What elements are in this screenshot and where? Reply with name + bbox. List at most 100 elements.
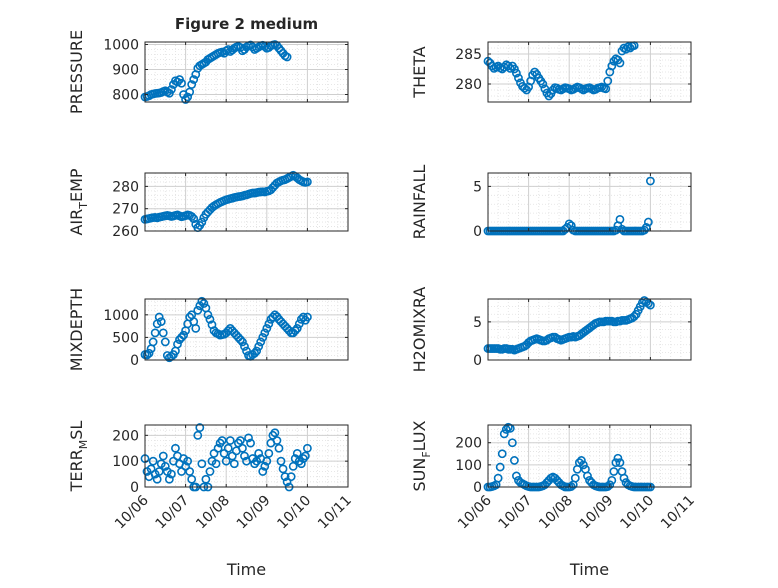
subplot-pressure: 800 900 1000 PRESSURE Figure 2 medium [67, 15, 349, 114]
data-point [302, 312, 312, 322]
axes-box [487, 172, 692, 232]
data-point [177, 78, 186, 88]
data-point [264, 449, 274, 458]
y-tick-label: 1000 [103, 38, 139, 54]
data-point [512, 68, 521, 78]
data-point [193, 305, 203, 315]
y-tick-label: 800 [112, 88, 139, 104]
data-point [300, 451, 310, 461]
y-tick-label: 280 [112, 179, 139, 195]
data-point [615, 458, 625, 468]
axes-box [144, 172, 349, 232]
data-point [540, 84, 550, 94]
data-point [154, 312, 164, 322]
data-point [302, 177, 312, 187]
data-point [238, 337, 247, 347]
y-tick-label: 0 [473, 480, 482, 496]
data-point [236, 436, 245, 445]
data-point [171, 443, 180, 453]
data-point [177, 333, 186, 342]
data-point [509, 456, 519, 465]
data-point [160, 337, 170, 347]
subplot-h2omixra: 0 5 H2OMIXRA [410, 287, 692, 372]
data-point [570, 473, 580, 483]
y-axis-label: THETA [410, 46, 429, 98]
data-point [240, 451, 249, 461]
data-point [246, 438, 255, 448]
data-point [187, 474, 197, 484]
data-point [605, 480, 615, 490]
data-point [566, 221, 576, 231]
data-point [646, 176, 655, 186]
data-point [203, 310, 213, 320]
data-point [150, 328, 160, 338]
data-point [548, 85, 558, 95]
data-point [179, 330, 188, 340]
data-point [260, 42, 270, 51]
y-axis-label: PRESSURE [67, 30, 86, 114]
data-point [607, 61, 617, 71]
subplot-air-temp: 260 270 280 AIRTEMP [67, 168, 349, 240]
data-point [199, 299, 209, 308]
y-tick-label: 100 [455, 458, 482, 474]
y-tick-label: 285 [455, 47, 482, 63]
y-tick-label: 900 [112, 63, 139, 79]
data-point [262, 323, 272, 333]
subplot-rainfall: 0 5 RAINFALL [410, 165, 692, 240]
data-point [276, 456, 286, 466]
data-point [197, 296, 207, 306]
data-point [258, 467, 268, 476]
data-point [643, 299, 653, 308]
data-point [260, 328, 270, 338]
data-point [223, 443, 233, 453]
y-tick-label: 5 [473, 179, 482, 195]
y-tick-label: 280 [455, 77, 482, 93]
data-point [302, 443, 312, 453]
data-point [292, 323, 302, 333]
y-axis-label-rest: SL [67, 421, 86, 440]
axes-box [144, 41, 349, 103]
y-axis-label-subscript: T [77, 202, 90, 210]
axes-box [487, 424, 692, 488]
data-point [166, 469, 176, 479]
data-point [288, 461, 298, 471]
data-point [611, 225, 621, 235]
data-point [154, 467, 164, 476]
y-axis-label-rest: LUX [410, 420, 429, 451]
data-point [148, 456, 158, 466]
data-point [260, 461, 270, 471]
data-point [629, 312, 639, 321]
data-point [499, 62, 509, 72]
data-point [205, 467, 215, 476]
y-tick-label: 200 [112, 428, 139, 444]
y-tick-label: 0 [130, 353, 139, 369]
y-tick-label: 0 [130, 480, 139, 496]
data-point [619, 473, 629, 483]
data-point [292, 449, 302, 458]
data-point [514, 73, 523, 83]
data-point [509, 64, 519, 74]
y-tick-label: 500 [112, 330, 139, 346]
data-point [272, 436, 282, 445]
y-axis-label: MIXDEPTH [67, 288, 86, 371]
data-point [244, 433, 253, 443]
data-point [197, 459, 207, 469]
data-point [162, 351, 172, 360]
data-point [615, 58, 625, 68]
data-point [156, 317, 166, 326]
data-point [183, 456, 193, 466]
data-point [160, 461, 170, 471]
data-point [258, 333, 268, 342]
data-point [262, 456, 272, 466]
data-point [236, 335, 245, 345]
data-point [611, 458, 621, 468]
data-point [493, 473, 503, 483]
data-point [183, 92, 193, 102]
data-point [229, 459, 239, 469]
data-point [601, 84, 611, 94]
data-point [507, 438, 517, 448]
data-point [187, 212, 197, 221]
data-point [530, 67, 540, 77]
y-axis-label: SUNFLUX [410, 420, 433, 491]
data-point [495, 462, 505, 472]
